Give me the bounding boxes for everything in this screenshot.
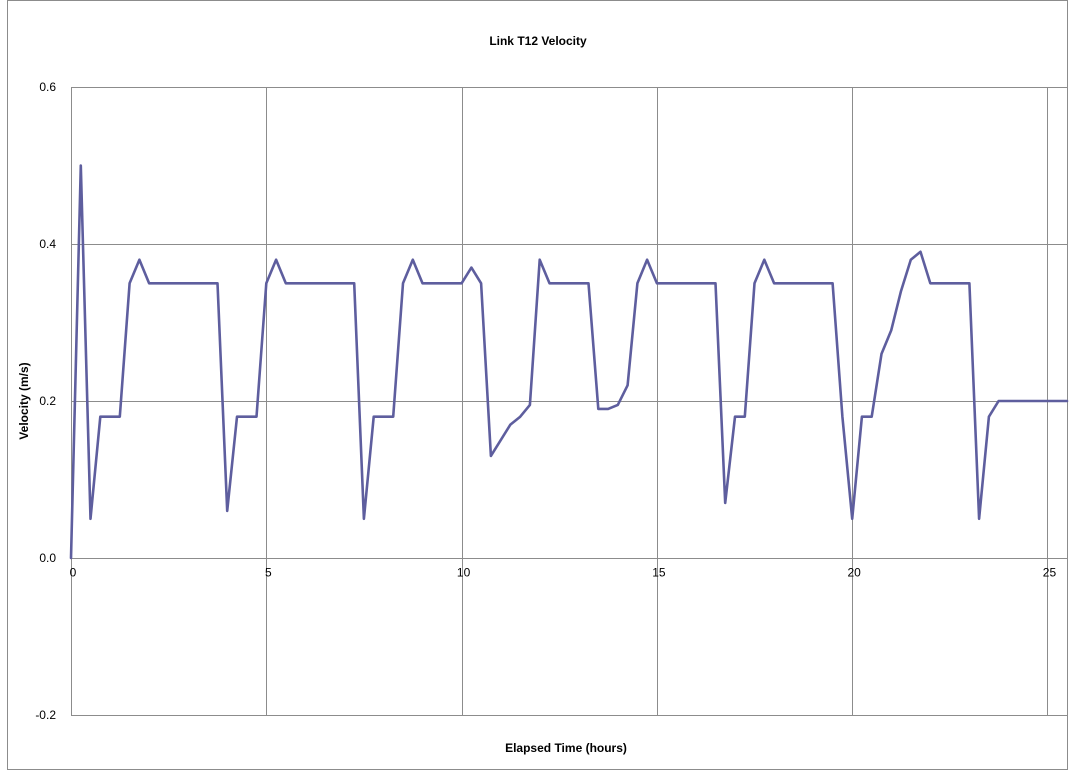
y-tick-label: 0.2: [39, 394, 56, 408]
y-tick-label: -0.2: [35, 708, 56, 722]
x-tick-label: 0: [70, 566, 77, 580]
y-tick-label: 0.6: [39, 80, 56, 94]
series-line: [69, 164, 1069, 560]
chart-border: [7, 0, 1068, 770]
chart-title: Link T12 Velocity: [489, 34, 587, 48]
x-tick-label: 5: [265, 566, 272, 580]
y-tick-label: 0.4: [39, 237, 56, 251]
y-tick-label: 0.0: [39, 551, 56, 565]
x-axis-title: Elapsed Time (hours): [505, 741, 627, 755]
x-tick-label: 10: [457, 566, 471, 580]
y-tick-labels: -0.2 0.0 0.2 0.4 0.6: [35, 80, 56, 722]
y-axis-title: Velocity (m/s): [17, 362, 31, 439]
x-axis-line: [71, 558, 1067, 564]
x-tick-label: 15: [652, 566, 666, 580]
series-group: [69, 164, 1069, 560]
x-tick-labels: 0 5 10 15 20 25: [70, 566, 1057, 580]
x-tick-label: 25: [1043, 566, 1057, 580]
x-tick-label: 20: [847, 566, 861, 580]
